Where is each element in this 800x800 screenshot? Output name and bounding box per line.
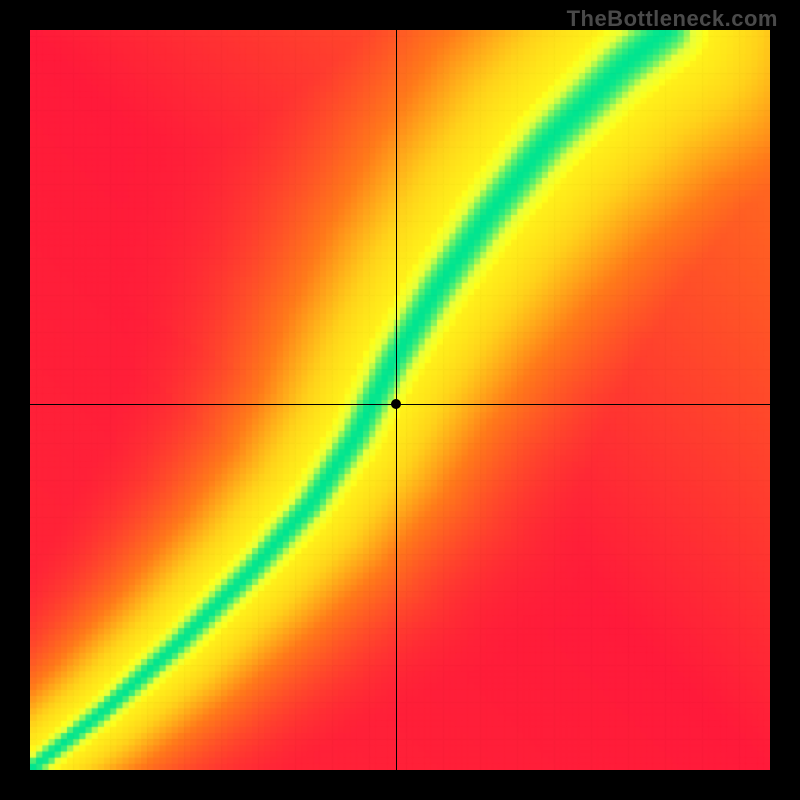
selection-marker[interactable] — [391, 399, 401, 409]
chart-area — [30, 30, 770, 770]
chart-container: TheBottleneck.com — [0, 0, 800, 800]
watermark-text: TheBottleneck.com — [567, 6, 778, 32]
